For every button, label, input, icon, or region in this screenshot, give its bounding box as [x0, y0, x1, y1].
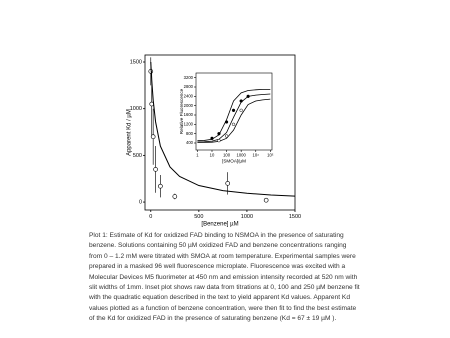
data-point	[217, 139, 221, 143]
x-tick-label: 10⁵	[267, 152, 274, 157]
data-point	[158, 183, 163, 189]
data-point	[150, 134, 156, 140]
y-tick-label: 3200	[184, 75, 194, 80]
x-axis-label: [Benzene] µM	[201, 222, 238, 228]
data-point	[210, 136, 214, 140]
x-tick-label: 1	[196, 152, 199, 157]
data-point	[172, 194, 178, 199]
x-tick-label: 10⁴	[253, 152, 260, 157]
data-point	[246, 94, 250, 98]
y-tick-label: 1000	[130, 106, 142, 112]
y-tick-label: 500	[133, 153, 142, 159]
data-point	[217, 132, 221, 136]
plot-frame	[144, 54, 296, 211]
y-axis-label: Relative Fluorescence	[179, 88, 184, 134]
data-point	[224, 120, 229, 124]
data-point	[153, 167, 158, 172]
y-tick-label: 2400	[184, 93, 194, 98]
y-tick-label: 400	[186, 140, 194, 145]
x-tick-label: 0	[149, 214, 152, 220]
y-tick-label: 1600	[184, 112, 194, 117]
x-tick-label: 1000	[241, 214, 253, 220]
x-tick-label: 100	[223, 152, 231, 157]
fit-line	[197, 98, 271, 143]
data-point	[239, 99, 243, 103]
data-point	[231, 108, 236, 112]
x-tick-label: 1000	[237, 152, 247, 157]
fit-line	[150, 61, 296, 197]
x-tick-label: 500	[194, 214, 203, 220]
y-tick-label: 1200	[184, 121, 194, 126]
data-point	[263, 197, 269, 203]
x-tick-label: 10	[210, 152, 215, 157]
fit-line	[197, 93, 271, 143]
y-tick-label: 800	[186, 131, 194, 136]
data-point	[225, 181, 231, 186]
data-point	[224, 134, 229, 138]
y-tick-label: 0	[139, 200, 142, 206]
y-tick-label: 2800	[184, 84, 194, 89]
caption: Plot 1: Estimate of Kd for oxidized FAD …	[89, 232, 360, 323]
data-point	[239, 108, 243, 112]
data-point	[231, 122, 236, 126]
x-axis-label: [SMOA]/µM	[222, 159, 246, 164]
y-axis-label: Apparent Kd / µM	[127, 109, 133, 156]
y-tick-label: 2000	[184, 103, 194, 108]
y-tick-label: 1500	[130, 59, 142, 65]
chart: 0 500 1000 1500 0 500 1000 1500 [Benzene] µM Appa…	[127, 54, 301, 228]
x-tick-label: 1500	[289, 214, 301, 220]
fit-line	[197, 88, 271, 142]
